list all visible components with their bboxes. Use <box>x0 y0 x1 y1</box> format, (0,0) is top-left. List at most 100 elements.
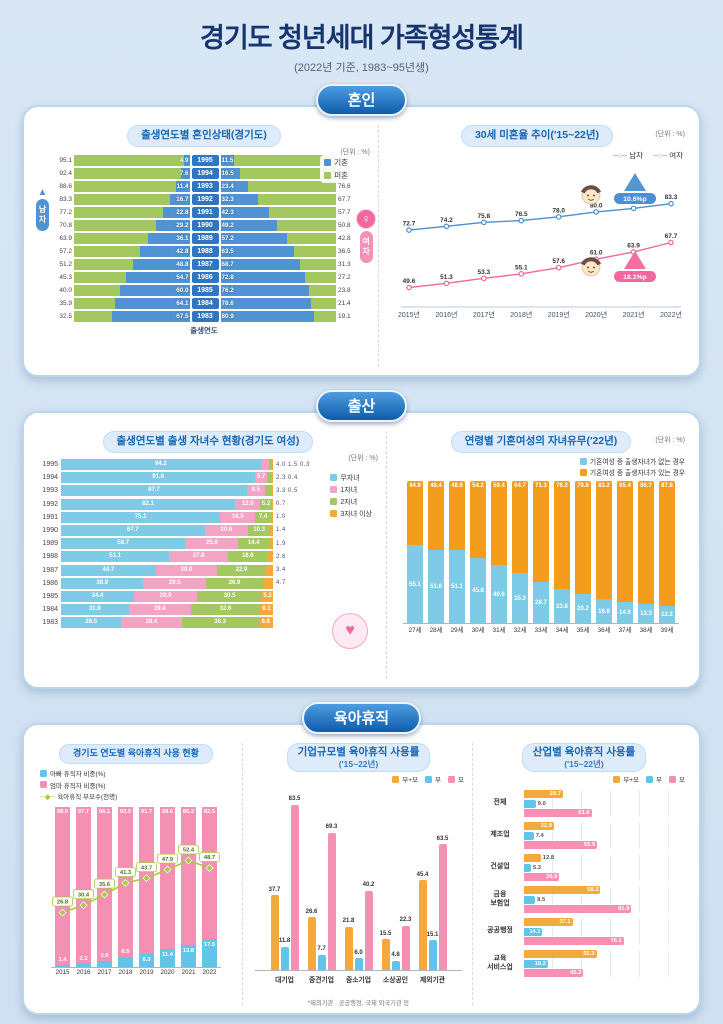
has-child-value: 79.8 <box>577 482 589 489</box>
birth-year-label: 1992 <box>191 194 219 205</box>
children-segment-3: 22.9 <box>217 564 266 576</box>
legend-item-two-children: 2자녀 <box>330 497 372 507</box>
mother-color-chip <box>669 775 677 783</box>
two-children-color-chip <box>330 497 338 505</box>
no-child-segment: 40.6 <box>491 565 507 623</box>
chart-title: 기업규모별 육아휴직 사용률 ('15~22년) <box>286 743 431 772</box>
bar-모: 26.9 <box>524 873 560 881</box>
male-unmarried-value: 51.2 <box>59 261 72 268</box>
x-axis-title: 출생연도 <box>190 326 218 335</box>
parents-line-marker: ─◆─ <box>40 794 56 801</box>
male-married-segment: 48.8 <box>133 259 190 270</box>
children-segment-2: 27.8 <box>169 551 229 563</box>
male-married-segment: 11.4 <box>176 181 190 192</box>
female-married-value: 16.5 <box>221 170 234 177</box>
value-label: 57.6 <box>552 258 565 265</box>
age-label: 32세 <box>513 627 527 634</box>
value-label: 15.1 <box>426 931 439 938</box>
female-bar: 80.9 <box>220 311 336 322</box>
children-segment-2: 8.5 <box>246 485 265 497</box>
age-column: 48.9 51.1 29세 <box>449 481 465 634</box>
male-married-segment: 64.1 <box>115 298 190 309</box>
male-bar: 36.1 <box>74 233 190 244</box>
female-bar: 11.5 <box>220 155 336 166</box>
children-segment-4: 6.8 <box>258 617 273 629</box>
age-column: 44.9 55.1 27세 <box>407 481 423 634</box>
male-unmarried-value: 88.6 <box>59 183 72 190</box>
male-group-label: 남자 <box>36 199 49 231</box>
data-point <box>481 219 487 226</box>
value-label: 91.6 <box>152 474 164 481</box>
female-bar: 42.3 <box>220 207 336 218</box>
value-label: 76.1 <box>610 938 622 944</box>
value-label: 72.7 <box>403 221 416 228</box>
legend-item-male: ─○─ 남자 <box>613 150 643 161</box>
children-segment-3 <box>269 459 273 470</box>
annotation-label: 18.1%p <box>623 274 646 281</box>
value-label: 38.9 <box>96 579 109 586</box>
x-tick-label: 2020년 <box>585 310 607 319</box>
heart-icon: ♥ <box>345 622 355 639</box>
male-group-tag: ▲ 남자 <box>36 187 49 231</box>
children-segment-3: 5.2 <box>260 498 272 510</box>
male-unmarried-segment <box>74 155 184 166</box>
birth-year-label: 1987 <box>42 566 58 574</box>
year-label: 2015 <box>55 969 70 976</box>
value-label: 67.7 <box>665 233 678 240</box>
value-label: 29.0 <box>180 566 193 573</box>
value-label: 6.0 <box>354 949 363 956</box>
family-illustration: ♥ <box>332 613 368 649</box>
marriage-year-row: 57.2 42.8 1988 63.5 36.5 <box>52 246 358 257</box>
value-label: 51.3 <box>440 274 453 281</box>
value-label: 36.3 <box>214 619 226 626</box>
birth-year-label: 1990 <box>191 220 219 231</box>
bar-모: 76.1 <box>524 937 624 945</box>
x-tick-label: 2015년 <box>398 310 420 319</box>
has-child-value: 87.8 <box>661 482 673 489</box>
age-label: 37세 <box>618 627 632 634</box>
birth-year-label: 1994 <box>191 168 219 179</box>
has-child-color-chip <box>579 468 587 476</box>
value-label: 83.3 <box>665 194 678 201</box>
value-label: 55.1 <box>515 264 528 271</box>
value-label: 26.9 <box>545 874 558 880</box>
male-married-value: 42.8 <box>176 248 189 255</box>
year-label: 2020 <box>160 969 175 976</box>
children-segment-2: 25.0 <box>185 538 239 550</box>
children-bar: 58.7 25.0 14.4 <box>61 538 273 550</box>
no-child-segment: 12.2 <box>659 605 675 623</box>
legend-item-no-child: 기혼여성 중 출생자녀가 없는 경우 <box>579 456 685 466</box>
has-child-value: 85.4 <box>619 482 631 489</box>
legend-label: 육아휴직 부모수(천명) <box>57 794 118 801</box>
female-married-segment: 78.6 <box>220 298 312 309</box>
bar-부: 4.8 <box>391 952 400 970</box>
children-bar: 67.7 20.6 10.3 <box>61 524 274 536</box>
male-married-value: 4.9 <box>179 157 189 164</box>
bar-부: 6.0 <box>354 950 363 970</box>
bar-group: 55.3 18.2 45.3 <box>524 950 687 977</box>
age-label: 38세 <box>639 627 653 634</box>
value-label: 7.4 <box>258 513 268 520</box>
father-share-value: 8.3 <box>142 956 151 963</box>
bar-모: 45.3 <box>524 969 584 977</box>
bar-부+모: 29.7 <box>524 790 563 798</box>
female-bar: 49.2 <box>220 220 336 231</box>
children-segment-4 <box>272 472 273 484</box>
children-segment-4 <box>270 511 274 523</box>
no-child-value: 51.6 <box>430 584 442 591</box>
chart-subtitle: ('15~22년) <box>338 758 379 769</box>
legend-label: 부+모 <box>402 777 419 784</box>
column-stack: 91.7 8.3 <box>139 807 154 967</box>
value-label: 29.4 <box>153 606 166 613</box>
chart-header: 출생연도별 출생 자녀수 현황(경기도 여성) (단위 : %) <box>36 431 380 462</box>
value-label: 31.9 <box>88 606 101 613</box>
male-unmarried-value: 32.5 <box>59 313 72 320</box>
children-bar: 44.7 29.0 22.9 <box>61 564 273 576</box>
year-column: 88.6 11.4 2020 <box>160 807 175 976</box>
no-child-color-chip <box>330 473 338 481</box>
value-label: 87.7 <box>148 487 160 494</box>
legend-label: 부 <box>435 777 442 784</box>
father-color-chip <box>646 775 654 783</box>
has-child-segment: 83.2 <box>596 481 612 600</box>
male-unmarried-segment <box>74 311 112 322</box>
